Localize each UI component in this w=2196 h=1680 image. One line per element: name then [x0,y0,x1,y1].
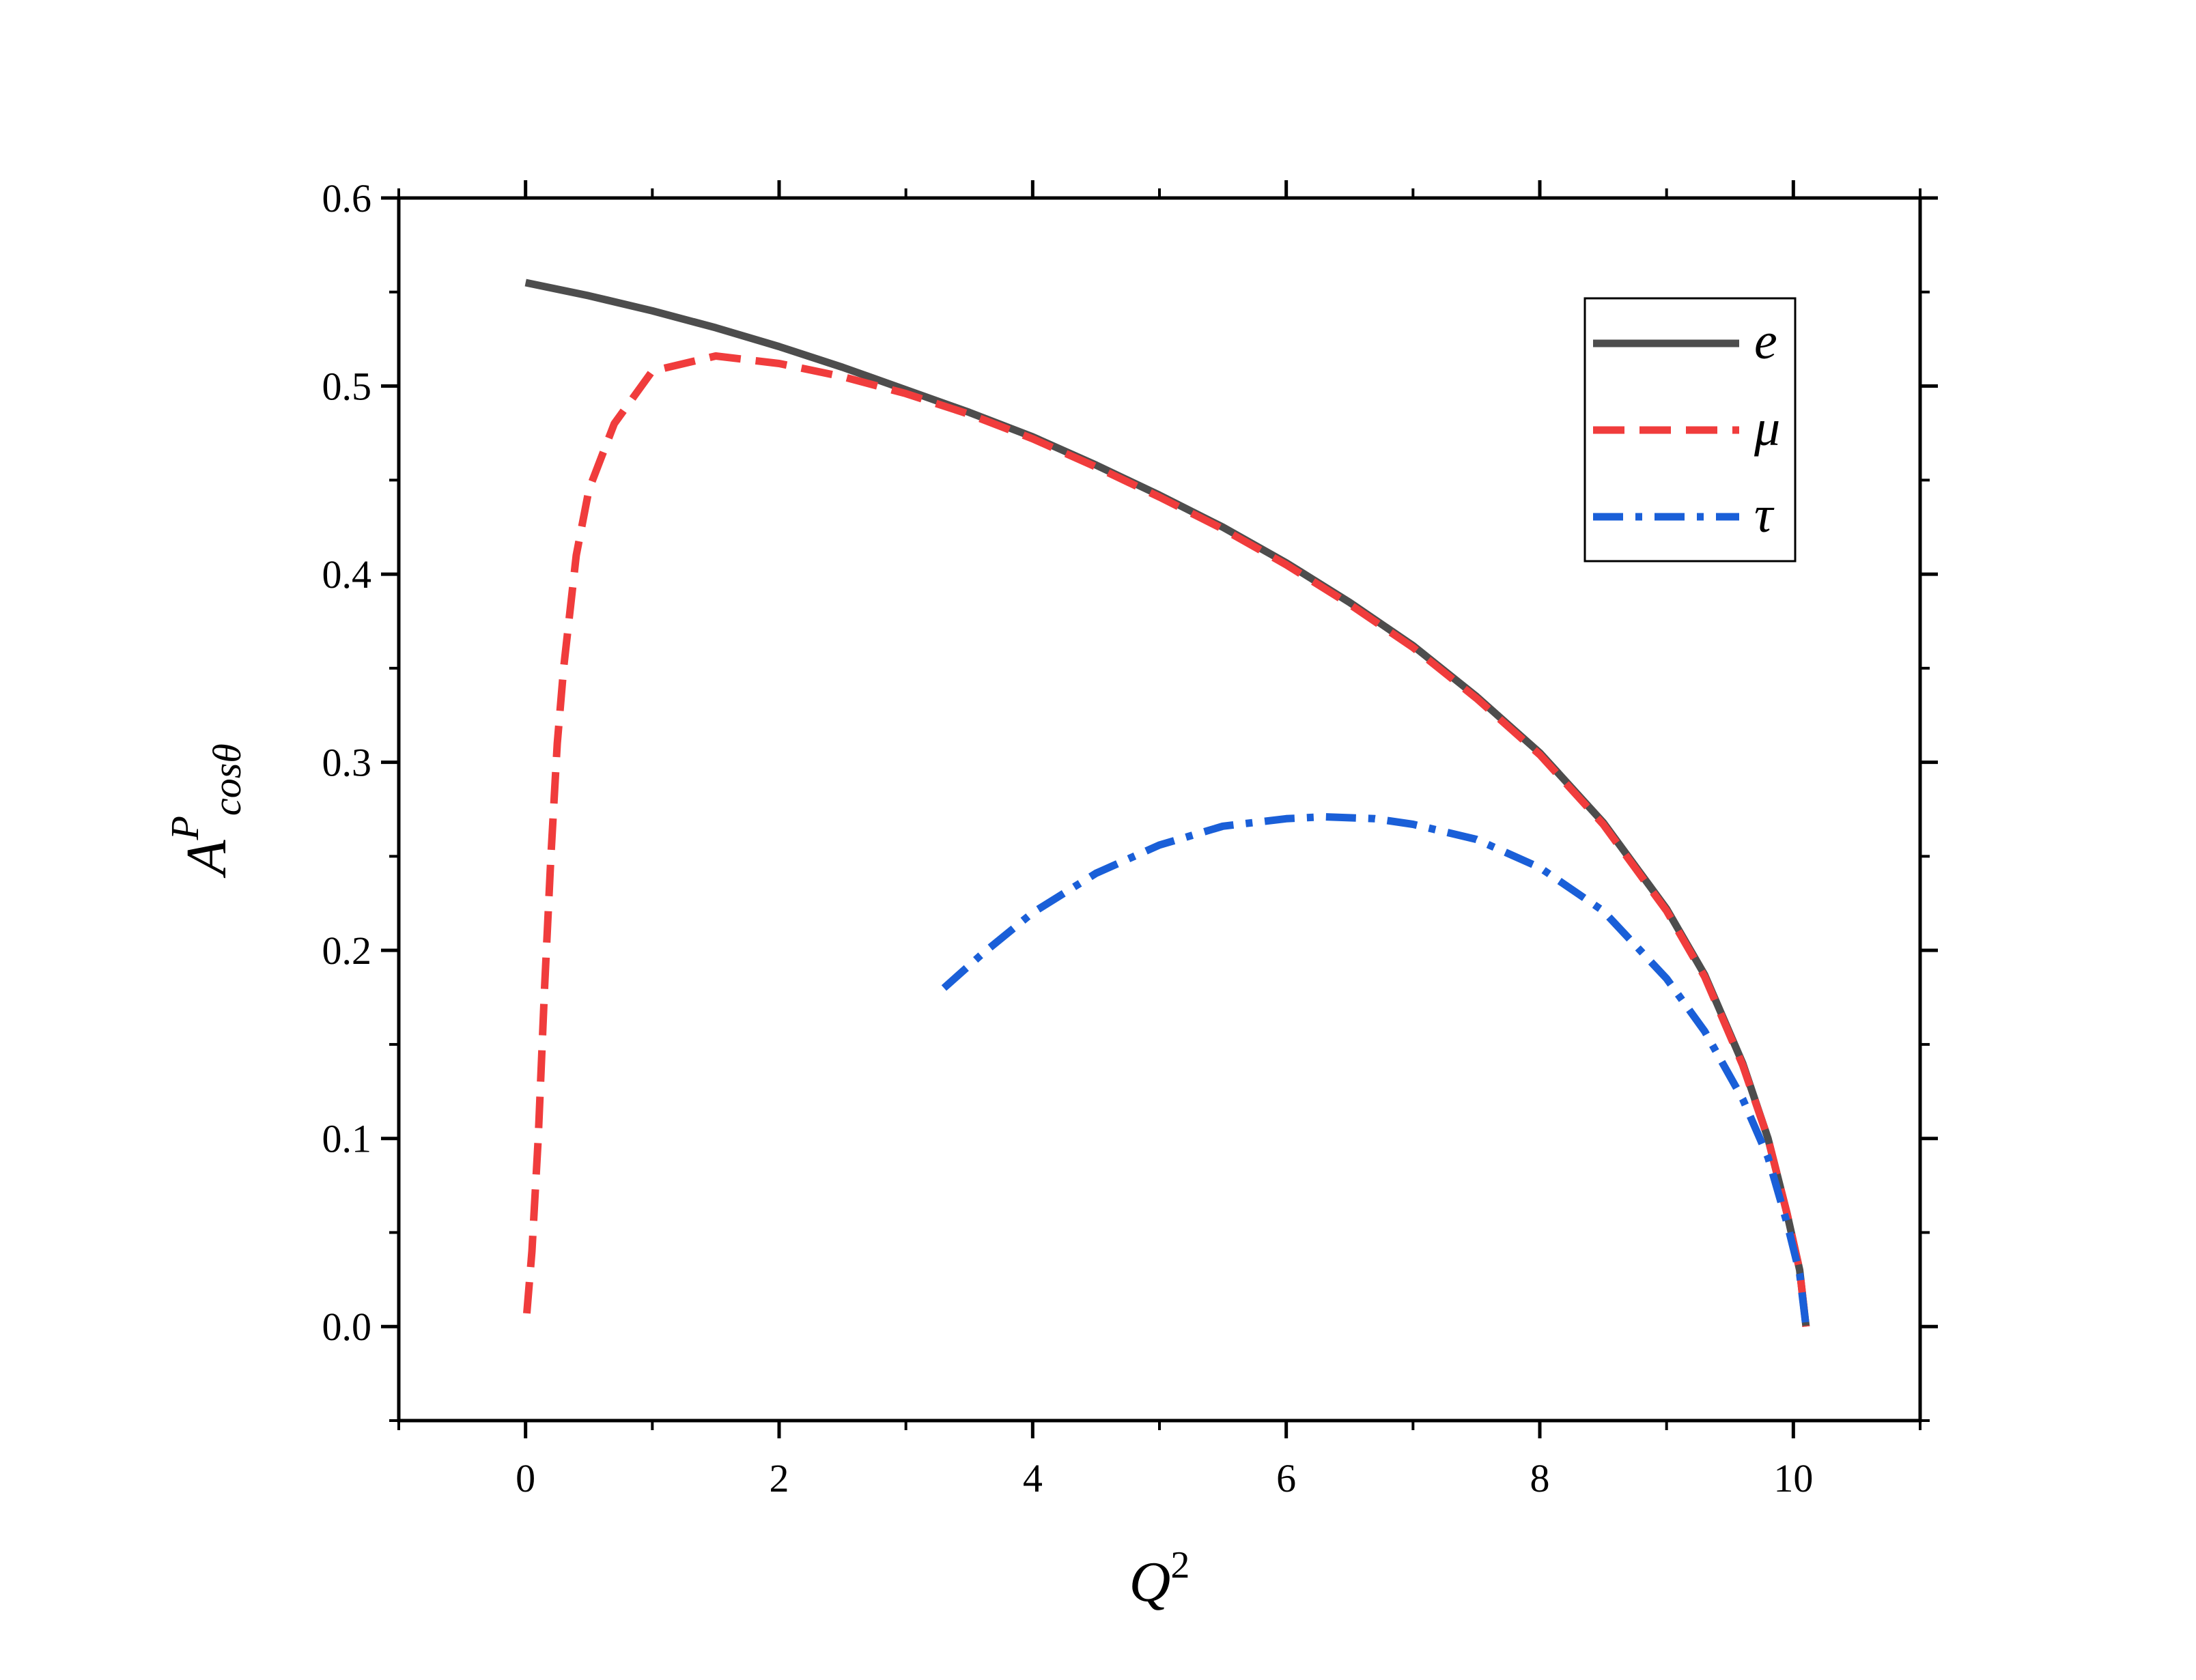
ticks-layer: 0 2 4 6 8 10 0.0 0.1 0.2 0.3 0.4 0.5 0.6 [322,176,1938,1500]
legend-label-2: μ [1754,399,1780,457]
x-tick-label: 6 [1276,1456,1296,1500]
y-tick-label: 0.3 [322,741,372,785]
legend: eμτ [1583,297,1797,563]
series-line-2 [523,352,1810,1327]
legend-label-1: e [1754,313,1777,370]
y-tick-label: 0.5 [322,365,372,409]
series-layer [523,279,1810,1327]
legend-label-3: τ [1754,486,1775,543]
x-axis-title-main: Q [1129,1550,1171,1614]
y-axis-title-sub: cosθ [205,743,249,816]
x-tick-label: 8 [1530,1456,1550,1500]
x-axis-title-sup: 2 [1170,1544,1190,1586]
x-tick-label: 4 [1023,1456,1043,1500]
y-tick-label: 0.4 [322,552,372,597]
x-tick-label: 0 [516,1456,535,1500]
y-tick-label: 0.1 [322,1117,372,1161]
x-tick-label: 2 [770,1456,789,1500]
series-line-3 [941,813,1810,1327]
x-axis-title: Q2 [1129,1544,1190,1614]
y-tick-label: 0.2 [322,928,372,973]
plot-area-frame [397,196,1922,1423]
x-tick-label: 10 [1773,1456,1813,1500]
y-axis-title: APcosθ [163,743,249,879]
y-tick-label: 0.6 [322,176,372,220]
y-axis-title-sup: P [163,816,207,840]
y-tick-label: 0.0 [322,1305,372,1349]
y-axis-title-main: A [175,840,238,879]
legend-items: eμτ [1593,313,1780,543]
